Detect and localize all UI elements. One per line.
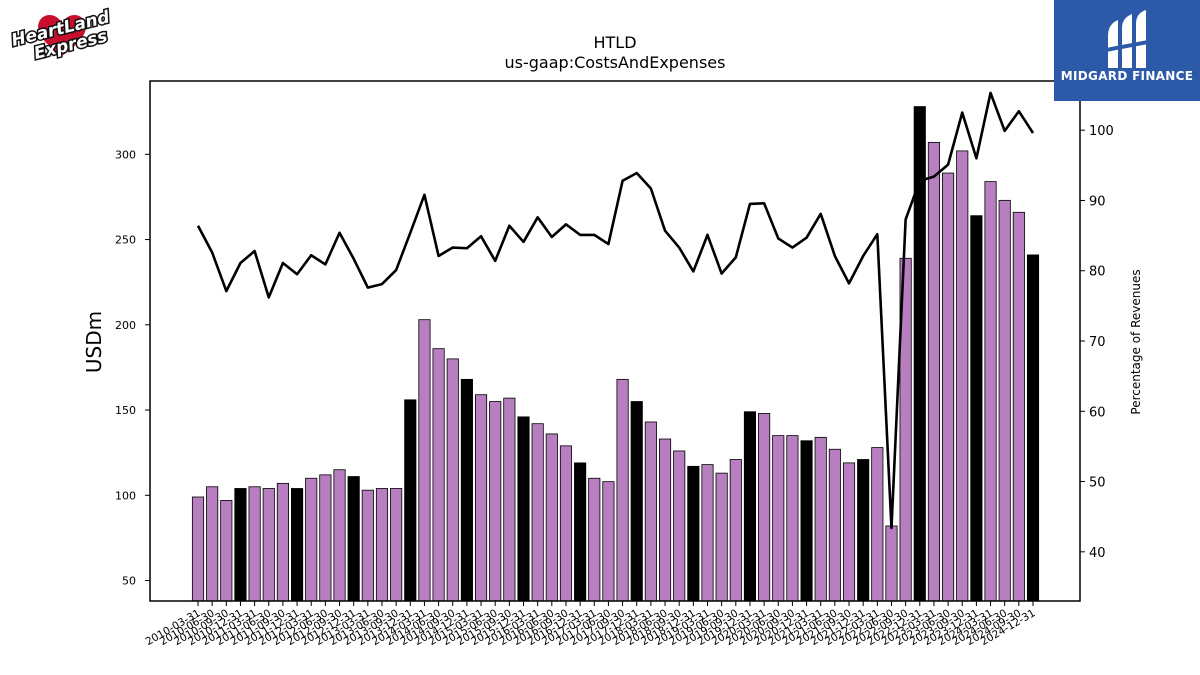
bar — [276, 482, 289, 602]
bar — [220, 500, 233, 602]
y2-axis-label: Percentage of Revenues — [1129, 269, 1143, 414]
midgard-finance-logo: MIDGARD FINANCE — [1054, 0, 1200, 101]
percentage-line-series — [196, 91, 1035, 530]
midgard-finance-name: MIDGARD FINANCE — [1060, 69, 1194, 83]
percentage-line — [196, 91, 1035, 530]
bar — [630, 401, 643, 602]
bar — [998, 199, 1011, 602]
bar — [418, 319, 431, 602]
bar — [262, 488, 275, 602]
bar — [772, 435, 785, 602]
bar — [942, 172, 955, 602]
bar — [857, 459, 870, 602]
y2-tick-label: 60 — [1089, 405, 1106, 420]
bar — [673, 450, 686, 602]
bar — [588, 477, 601, 602]
bar — [517, 416, 530, 602]
bar — [800, 440, 813, 602]
bar — [658, 438, 672, 602]
bar — [984, 181, 997, 602]
bar — [333, 469, 346, 602]
bar — [644, 421, 657, 602]
bar — [574, 462, 587, 602]
y2-tick-label: 80 — [1089, 265, 1106, 280]
bar — [687, 465, 700, 602]
bar — [602, 481, 615, 602]
y-tick-label: 50 — [122, 575, 136, 588]
chart-subtitle: us-gaap:CostsAndExpenses — [505, 53, 726, 72]
bar — [814, 436, 827, 602]
bar — [206, 486, 219, 602]
bar — [970, 215, 983, 602]
bar — [715, 472, 728, 602]
bar — [347, 476, 360, 602]
bar — [885, 525, 898, 602]
bar — [786, 435, 799, 602]
y-tick-label: 100 — [115, 489, 136, 502]
bar — [390, 488, 403, 602]
bar — [1026, 254, 1040, 602]
bar — [701, 464, 714, 602]
bar — [361, 489, 374, 602]
heart-icon — [38, 14, 86, 56]
plot-frame — [149, 80, 1081, 602]
bar — [474, 394, 488, 602]
bar — [531, 423, 544, 602]
bar — [460, 378, 473, 602]
bar — [432, 348, 445, 602]
y2-tick-label: 70 — [1089, 335, 1106, 350]
bar — [758, 413, 771, 602]
bar-series — [191, 106, 1040, 602]
bar — [319, 474, 332, 602]
bar — [375, 488, 389, 602]
bar — [616, 378, 629, 602]
bar — [956, 150, 969, 602]
y-axis-label: USDm — [82, 311, 106, 373]
y2-tick-label: 40 — [1089, 546, 1106, 561]
bar — [729, 459, 742, 602]
bar — [503, 397, 516, 602]
y-tick-label: 300 — [115, 148, 136, 161]
bar — [248, 486, 261, 602]
bar — [234, 488, 247, 602]
y-tick-label: 250 — [115, 234, 136, 247]
y-tick-label: 150 — [115, 404, 136, 417]
bar — [191, 496, 205, 602]
y-tick-label: 200 — [115, 319, 136, 332]
bar — [446, 358, 459, 602]
bar — [1012, 211, 1025, 602]
chart-title: HTLD — [593, 33, 636, 52]
bar — [404, 399, 417, 602]
bar — [559, 445, 573, 602]
y2-tick-label: 50 — [1089, 476, 1106, 491]
heartland-express-logo: HeartLand Express — [8, 6, 114, 64]
bar — [489, 401, 502, 602]
bar — [291, 488, 304, 602]
midgard-emblem-icon — [1106, 10, 1148, 68]
bar — [927, 141, 940, 602]
y2-tick-label: 100 — [1089, 124, 1114, 139]
bar — [828, 448, 841, 602]
y2-tick-label: 90 — [1089, 194, 1106, 209]
bar — [545, 433, 558, 602]
bar — [305, 477, 318, 602]
bar — [871, 447, 884, 602]
bar — [743, 411, 757, 602]
bar — [842, 462, 856, 602]
